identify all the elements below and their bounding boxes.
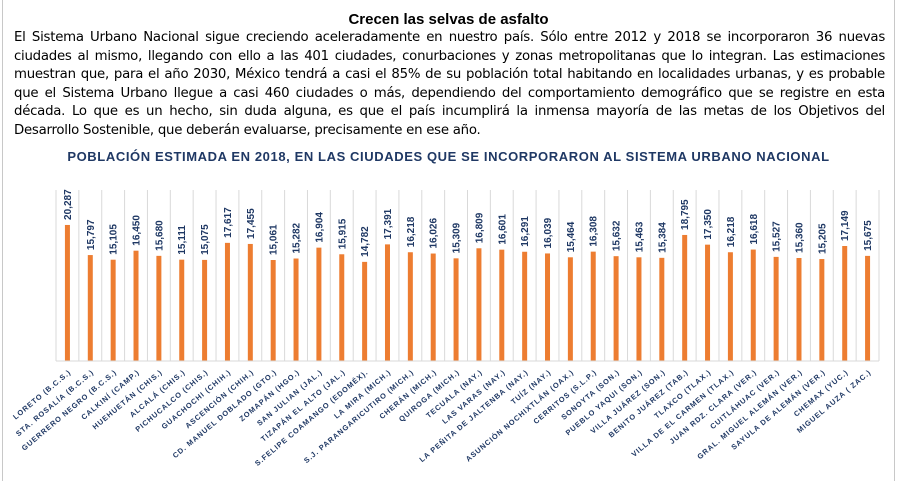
- chart-title: POBLACIÓN ESTIMADA EN 2018, EN LAS CIUDA…: [67, 149, 830, 164]
- value-label: 15,384: [657, 222, 668, 253]
- value-label: 17,391: [383, 208, 394, 239]
- value-label: 17,350: [703, 209, 714, 240]
- value-label: 14,782: [360, 226, 371, 257]
- bar: [453, 258, 459, 361]
- value-label: 15,075: [200, 224, 211, 255]
- bar: [545, 253, 551, 361]
- bar: [247, 243, 253, 361]
- bar: [362, 261, 368, 361]
- value-label: 15,205: [817, 223, 828, 254]
- value-label: 16,039: [543, 217, 554, 248]
- bar: [407, 252, 413, 361]
- value-label: 15,282: [292, 222, 303, 253]
- value-label: 16,026: [429, 218, 440, 249]
- category-labels: LORETO (B.C.S.)STA. ROSALÍA (B.C.S.)GUER…: [11, 368, 873, 468]
- value-label: 15,632: [612, 220, 623, 251]
- bar: [522, 251, 528, 361]
- value-label: 16,618: [749, 214, 760, 245]
- value-label: 15,527: [772, 221, 783, 252]
- bar: [796, 257, 802, 361]
- bar: [64, 224, 70, 361]
- value-label: 16,450: [132, 215, 143, 246]
- bar: [590, 251, 596, 361]
- value-label: 17,617: [223, 207, 234, 238]
- bar: [384, 244, 390, 361]
- value-label: 15,797: [86, 219, 97, 250]
- bar: [613, 256, 619, 361]
- bar: [293, 258, 299, 361]
- bar: [270, 260, 276, 361]
- bar: [750, 249, 756, 361]
- value-label: 18,795: [680, 199, 691, 230]
- bar: [659, 257, 665, 361]
- page-border-left: [2, 0, 3, 481]
- page-border-right: [894, 0, 895, 481]
- bar: [133, 250, 139, 361]
- article-title: Crecen las selvas de asfalto: [348, 11, 549, 28]
- value-label: 16,308: [589, 216, 600, 247]
- value-label: 16,904: [314, 212, 325, 243]
- value-label: 15,360: [794, 222, 805, 253]
- bar: [636, 257, 642, 361]
- bar: [202, 259, 208, 361]
- value-label: 16,218: [406, 216, 417, 247]
- value-label: 17,149: [840, 210, 851, 241]
- bar: [339, 254, 345, 361]
- bar: [705, 244, 711, 361]
- category-label: GUERRERO NEGRO (B.C.S.): [20, 368, 119, 453]
- value-label: 15,463: [634, 221, 645, 252]
- bar: [430, 253, 436, 361]
- value-labels: 20,287 15,797 15,105 16,450 15,680 15,111 15,0…: [63, 189, 874, 257]
- value-label: 15,105: [109, 224, 120, 255]
- value-label: 15,111: [177, 225, 188, 255]
- bar: [567, 257, 573, 361]
- value-label: 16,291: [520, 216, 531, 247]
- bar: [110, 259, 116, 361]
- value-label: 15,915: [337, 218, 348, 249]
- bar: [773, 256, 779, 361]
- bar: [727, 252, 733, 361]
- value-label: 15,061: [269, 224, 280, 255]
- article-body: El Sistema Urbano Nacional sigue crecien…: [14, 30, 885, 138]
- bar: [842, 246, 848, 361]
- value-label: 20,287: [63, 189, 74, 220]
- bar: [87, 255, 93, 361]
- bar: [476, 248, 482, 361]
- value-label: 16,601: [497, 214, 508, 245]
- bars: [64, 224, 871, 361]
- bar: [224, 242, 230, 361]
- bar: [819, 259, 825, 361]
- bar: [156, 255, 162, 361]
- value-label: 16,809: [474, 212, 485, 243]
- gridlines: [55, 190, 880, 361]
- bar: [865, 255, 871, 361]
- bar: [499, 249, 505, 361]
- value-label: 15,464: [566, 221, 577, 252]
- bar: [316, 247, 322, 361]
- value-label: 16,218: [726, 216, 737, 247]
- value-label: 15,309: [452, 222, 463, 253]
- value-label: 15,680: [154, 220, 165, 251]
- value-label: 15,675: [863, 220, 874, 251]
- bar: [682, 234, 688, 361]
- value-label: 17,455: [246, 208, 257, 239]
- bar: [179, 259, 185, 361]
